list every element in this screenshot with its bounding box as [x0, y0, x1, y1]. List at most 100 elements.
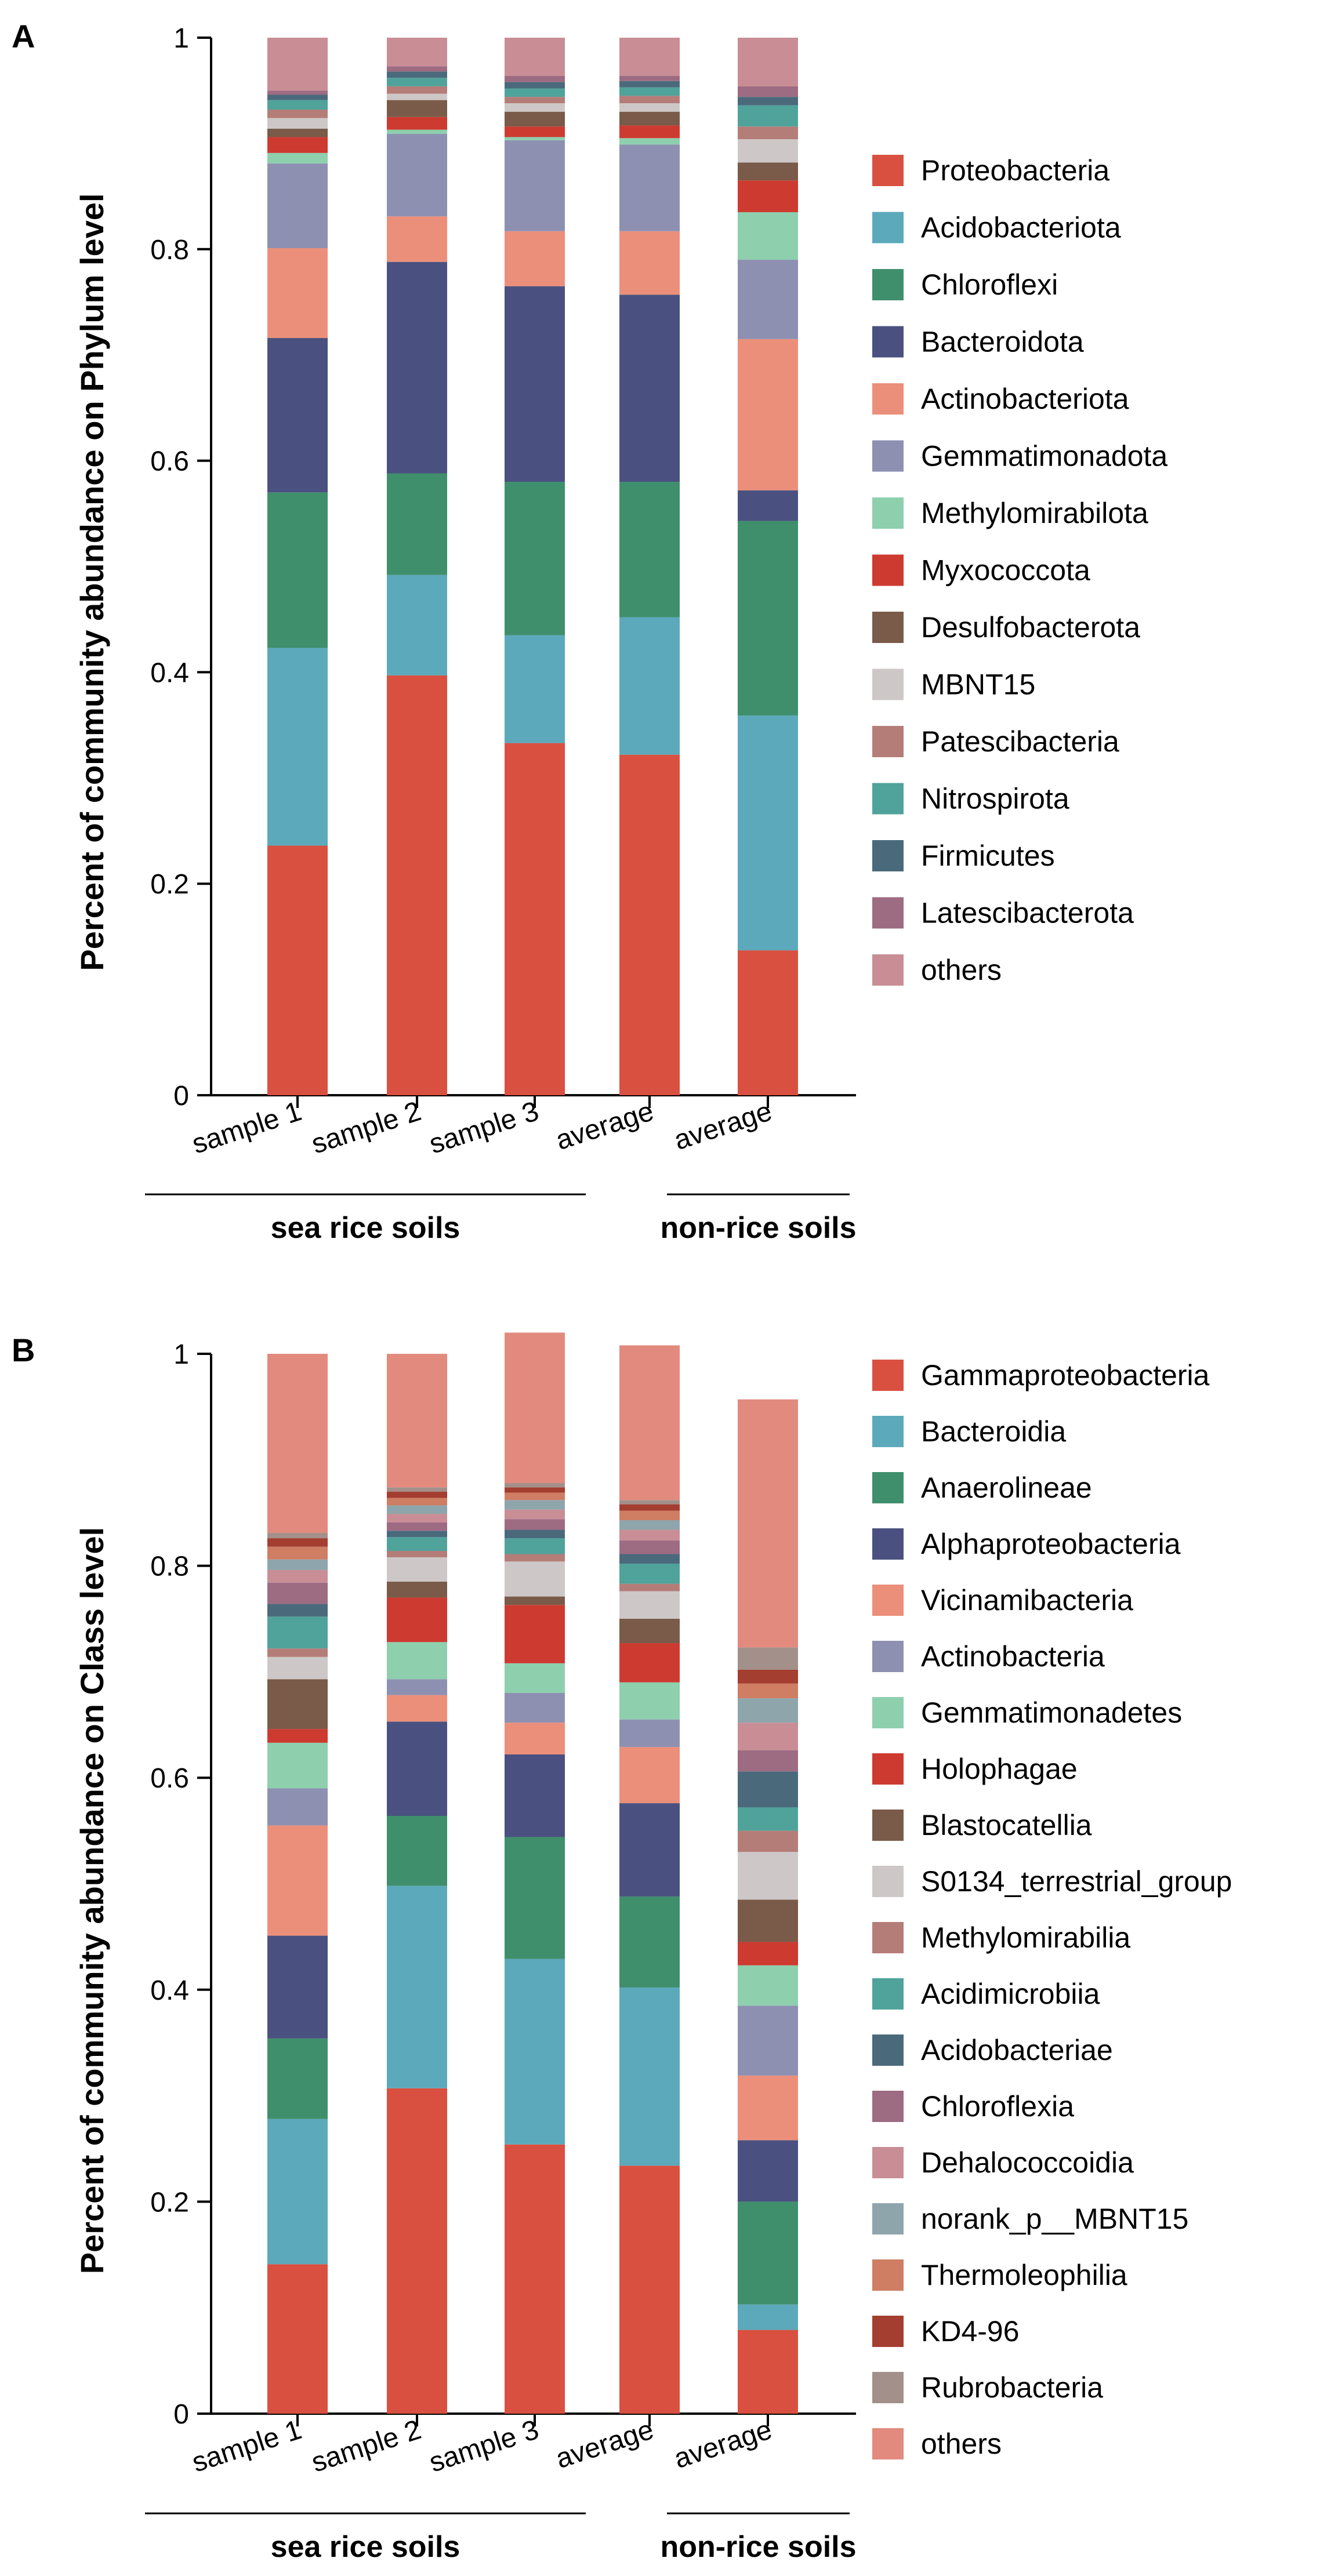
panel-b-bar-segment-blastocatellia: [738, 1899, 798, 1942]
panel-a-bar-segment-nitrospirota: [387, 78, 447, 86]
panel-b-bar-segment-methylomirabilia: [505, 1554, 565, 1562]
panel-a-letter: A: [12, 18, 35, 55]
panel-b-legend-label: Chloroflexia: [921, 2090, 1074, 2123]
panel-a-bar-segment-others: [619, 38, 680, 76]
panel-b-bar-segment-blastocatellia: [619, 1619, 680, 1644]
panel-a-group-label: sea rice soils: [271, 1211, 460, 1245]
panel-b-bar-segment-vicinamibacteria: [619, 1747, 680, 1804]
panel-b-legend-swatch: [872, 1978, 904, 2010]
panel-b-bar-segment-rubrobacteria: [738, 1647, 798, 1670]
panel-b-bar-segment-thermoleophilia: [738, 1683, 798, 1699]
panel-b-legend-swatch: [872, 1472, 904, 1503]
panel-a-legend-swatch: [872, 440, 904, 472]
panel-b-legend-swatch: [872, 1641, 904, 1672]
panel-b-bar-segment-chloroflexia: [619, 1540, 680, 1554]
panel-b-bar-segment-thermoleophilia: [267, 1546, 328, 1560]
panel-a-legend-label: others: [921, 954, 1002, 986]
panel-b-legend-label: Acidobacteriae: [921, 2034, 1113, 2066]
panel-b-legend-swatch: [872, 1585, 904, 1616]
panel-b-bar-segment-s0134-terrestrial-group: [267, 1656, 328, 1680]
panel-a-legend-swatch: [872, 212, 904, 244]
panel-b-bar-segment-methylomirabilia: [738, 1830, 798, 1852]
panel-b-bar-segment-kd4-96: [387, 1491, 447, 1498]
panel-b-bar-segment-others: [619, 1345, 680, 1500]
panel-b-bar-segment-anaerolineae: [738, 2201, 798, 2305]
panel-a-bar-segment-methylomirabilota: [619, 138, 680, 145]
panel-b-bar-segment-s0134-terrestrial-group: [619, 1591, 680, 1619]
panel-b-bar-segment-alphaproteobacteria: [738, 2140, 798, 2202]
panel-a-bar-segment-mbnt15: [387, 93, 447, 100]
panel-b-bar-segment-methylomirabilia: [619, 1583, 680, 1592]
panel-a-legend-label: Actinobacteriota: [921, 383, 1129, 415]
panel-a-bar-segment-nitrospirota: [267, 100, 328, 110]
panel-a-legend-swatch: [872, 668, 904, 700]
panel-a-bar-segment-proteobacteria: [505, 743, 565, 1095]
panel-b-legend-label: Rubrobacteria: [921, 2371, 1103, 2404]
panel-b-bar-segment-holophagae: [387, 1597, 447, 1643]
panel-b-bar-segment-chloroflexia: [387, 1522, 447, 1531]
panel-b-bar-segment-acidobacteriae: [387, 1531, 447, 1538]
panel-b-legend-label: Vicinamibacteria: [921, 1584, 1133, 1616]
panel-a-bar-segment-actinobacteriota: [738, 339, 798, 491]
panel-b-bar-segment-gammaproteobacteria: [505, 2144, 565, 2414]
panel-a-legend-swatch: [872, 326, 904, 358]
panel-b-y-tick-label: 0.6: [150, 1763, 189, 1794]
panel-b-bar-segment-acidobacteriae: [738, 1771, 798, 1808]
panel-a-bar-segment-acidobacteriota: [387, 575, 447, 675]
panel-a-bar-segment-methylomirabilota: [267, 152, 328, 164]
panel-b-bar-segment-others: [505, 1332, 565, 1484]
panel-b-bar-segment-bacteroidia: [738, 2304, 798, 2330]
panel-a-legend-swatch: [872, 269, 904, 300]
panel-a-bar-segment-latescibacterota: [267, 90, 328, 95]
panel-b-bar-segment-methylomirabilia: [267, 1648, 328, 1657]
panel-b-bar-segment-gemmatimonadetes: [738, 1965, 798, 2006]
panel-b-legend-swatch: [872, 2259, 904, 2291]
panel-b-legend-label: S0134_terrestrial_group: [921, 1865, 1232, 1898]
panel-a-bar-segment-methylomirabilota: [738, 212, 798, 260]
panel-b-x-tick-label: average: [670, 2414, 775, 2475]
panel-a-bar-segment-bacteroidota: [387, 261, 447, 474]
panel-a-group-label: non-rice soils: [660, 1211, 856, 1245]
panel-b-x-tick-label: sample 1: [188, 2414, 306, 2479]
panel-b-bar-segment-thermoleophilia: [505, 1492, 565, 1500]
panel-b-bar-segment-others: [738, 1399, 798, 1648]
panel-a-bar-segment-actinobacteriota: [619, 231, 680, 295]
panel-b-bar-segment-bacteroidia: [387, 1885, 447, 2088]
panel-b-letter: B: [12, 1332, 35, 1368]
panel-b-bar-segment-rubrobacteria: [619, 1500, 680, 1505]
panel-a-group-labels: sea rice soils non-rice soils: [145, 1193, 857, 1245]
panel-b-bar-segment-rubrobacteria: [387, 1487, 447, 1492]
panel-a-legend-swatch: [872, 840, 904, 871]
panel-a-legend-label: Firmicutes: [921, 840, 1055, 872]
panel-a-bar-segment-patescibacteria: [267, 110, 328, 118]
panel-b-legend-label: Blastocatellia: [921, 1809, 1092, 1841]
panel-a-bar-segment-gemmatimonadota: [619, 144, 680, 231]
panel-b-bar-segment-holophagae: [505, 1605, 565, 1663]
panel-a-bar-segment-actinobacteriota: [505, 231, 565, 286]
panel-b-x-tick-label: average: [552, 2414, 657, 2475]
panel-a: A Percent of community abundance on Phyl…: [12, 18, 1167, 1245]
panel-b-bar-segment-alphaproteobacteria: [619, 1803, 680, 1896]
panel-a-bar-segment-acidobacteriota: [267, 648, 328, 846]
panel-b-bar-segment-alphaproteobacteria: [267, 1935, 328, 2039]
panel-b-legend-swatch: [872, 1810, 904, 1841]
panel-a-bar-segment-patescibacteria: [619, 96, 680, 104]
panel-b-bar-segment-anaerolineae: [387, 1816, 447, 1886]
panel-b-bar-segment-bacteroidia: [267, 2119, 328, 2265]
panel-a-legend-label: Acidobacteriota: [921, 212, 1121, 244]
panel-b-legend-swatch: [872, 1866, 904, 1897]
panel-a-legend-swatch: [872, 383, 904, 415]
panel-b-bar-segment-alphaproteobacteria: [505, 1754, 565, 1837]
panel-a-bar-segment-patescibacteria: [387, 86, 447, 94]
panel-b-bar-segment-holophagae: [267, 1729, 328, 1743]
panel-a-legend-label: MBNT15: [921, 668, 1035, 701]
panel-a-bar-segment-chloroflexi: [267, 492, 328, 648]
panel-b-bar-segment-kd4-96: [267, 1538, 328, 1547]
panel-a-bar-segment-actinobacteriota: [387, 216, 447, 262]
panel-a-y-tick-label: 0.2: [150, 869, 189, 900]
panel-b-bar-segment-acidimicrobiia: [738, 1807, 798, 1831]
panel-b-x-tick-label: sample 2: [308, 2414, 425, 2479]
panel-b-bar-segment-gammaproteobacteria: [267, 2264, 328, 2414]
panel-a-legend-swatch: [872, 726, 904, 757]
